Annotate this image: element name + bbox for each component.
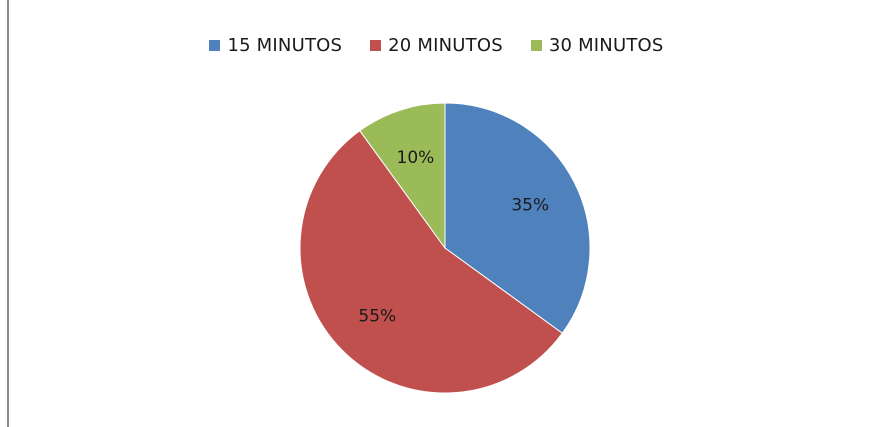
legend-swatch xyxy=(530,39,542,51)
pie-slice-20-minutos xyxy=(299,129,564,394)
legend: 15 MINUTOS 20 MINUTOS 30 MINUTOS xyxy=(0,30,873,60)
left-border xyxy=(7,0,9,427)
legend-label: 15 MINUTOS xyxy=(227,34,343,56)
legend-item-30-minutos: 30 MINUTOS xyxy=(530,34,664,56)
pie-slice-30-minutos xyxy=(359,102,446,250)
legend-swatch xyxy=(370,39,382,51)
slice-data-label: 55% xyxy=(358,307,396,327)
pie-slice-15-minutos xyxy=(444,102,591,334)
legend-label: 20 MINUTOS xyxy=(388,34,503,56)
slice-data-label: 35% xyxy=(511,196,549,216)
legend-item-15-minutos: 15 MINUTOS xyxy=(209,35,342,56)
legend-swatch xyxy=(209,39,221,51)
slice-data-label: 10% xyxy=(397,148,435,168)
legend-item-20-minutos: 20 MINUTOS xyxy=(370,35,503,56)
legend-label: 30 MINUTOS xyxy=(548,34,664,56)
